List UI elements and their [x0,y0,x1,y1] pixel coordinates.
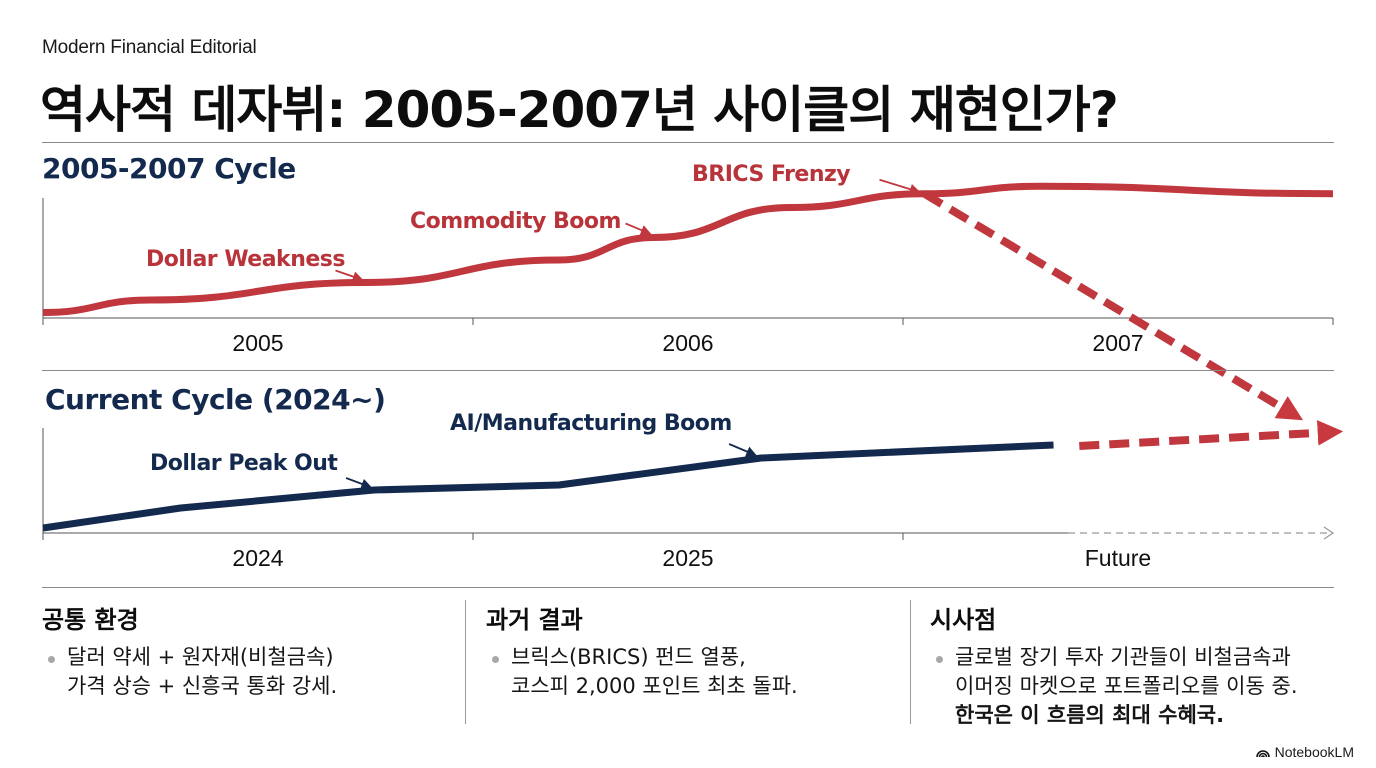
column-heading: 과거 결과 [486,606,583,634]
annotation-pointer-arrow [728,443,758,457]
bullet-item: 달러 약세 + 원자재(비철금속) 가격 상승 + 신흥국 통화 강세. [42,643,462,701]
brand-badge: NotebookLM [1255,744,1354,760]
bullet-line-emphasis: 한국은 이 흐름의 최대 수혜국. [955,703,1225,727]
annotation-commodity-boom: Commodity Boom [410,209,621,234]
x-tick-label: Future [1084,545,1152,571]
bullet-line: 브릭스(BRICS) 펀드 열풍, [511,645,746,669]
x-tick-label: 2025 [662,545,714,571]
bullet-line: 가격 상승 + 신흥국 통화 강세. [67,674,338,698]
x-tick-label: 2024 [232,545,284,571]
column-heading: 시사점 [930,606,997,634]
annotation-pointer-arrow [345,477,373,490]
projection-arrow-1 [1079,420,1344,450]
column-divider [910,600,911,724]
column-common-environment: 공통 환경 달러 약세 + 원자재(비철금속) 가격 상승 + 신흥국 통화 강… [42,600,462,701]
annotation-brics-frenzy: BRICS Frenzy [692,162,851,187]
series-line-0 [42,182,1334,316]
bullet-icon [492,656,499,663]
x-tick-label: 2006 [662,330,714,356]
bullet-icon [936,656,943,663]
brand-label: NotebookLM [1274,744,1354,760]
annotation-ai-manufacturing-boom: AI/Manufacturing Boom [450,411,732,436]
annotation-pointer-arrow [335,269,364,282]
annotation-pointer-arrow [879,178,921,195]
bullet-line: 달러 약세 + 원자재(비철금속) [67,645,334,669]
chart-divider [42,370,1334,371]
charts-bottom-divider [42,587,1334,588]
past-cycle-chart [42,178,1334,421]
x-tick-label: 2007 [1092,330,1144,356]
annotation-pointer-arrow [625,222,652,236]
bullet-line: 글로벌 장기 투자 기관들이 비철금속과 [955,645,1291,669]
kicker-label: Modern Financial Editorial [42,37,257,58]
page-title: 역사적 데자뷔: 2005-2007년 사이클의 재현인가? [40,81,1119,139]
bullet-line: 코스피 2,000 포인트 최초 돌파. [511,674,798,698]
future-arrow-icon [1323,526,1335,540]
notebooklm-logo-icon [1255,749,1270,757]
projection-arrow-1 [922,190,1304,421]
bullet-line: 이머징 마켓으로 포트폴리오를 이동 중. [955,674,1298,698]
annotation-dollar-peak-out: Dollar Peak Out [150,451,338,476]
current-cycle-chart [42,420,1344,540]
chart-title-current: Current Cycle (2024~) [45,383,386,416]
annotation-dollar-weakness: Dollar Weakness [146,247,345,272]
column-divider [465,600,466,724]
chart-title-past: 2005-2007 Cycle [42,152,296,185]
series-line-0 [42,441,1054,532]
column-heading: 공통 환경 [42,606,139,634]
bullet-item: 글로벌 장기 투자 기관들이 비철금속과 이머징 마켓으로 포트폴리오를 이동 … [930,643,1360,730]
bullet-icon [48,656,55,663]
x-tick-label: 2005 [232,330,284,356]
bullet-item: 브릭스(BRICS) 펀드 열풍, 코스피 2,000 포인트 최초 돌파. [486,643,906,701]
column-implications: 시사점 글로벌 장기 투자 기관들이 비철금속과 이머징 마켓으로 포트폴리오를… [930,600,1360,730]
column-past-results: 과거 결과 브릭스(BRICS) 펀드 열풍, 코스피 2,000 포인트 최초… [486,600,906,701]
header-divider [42,142,1334,143]
